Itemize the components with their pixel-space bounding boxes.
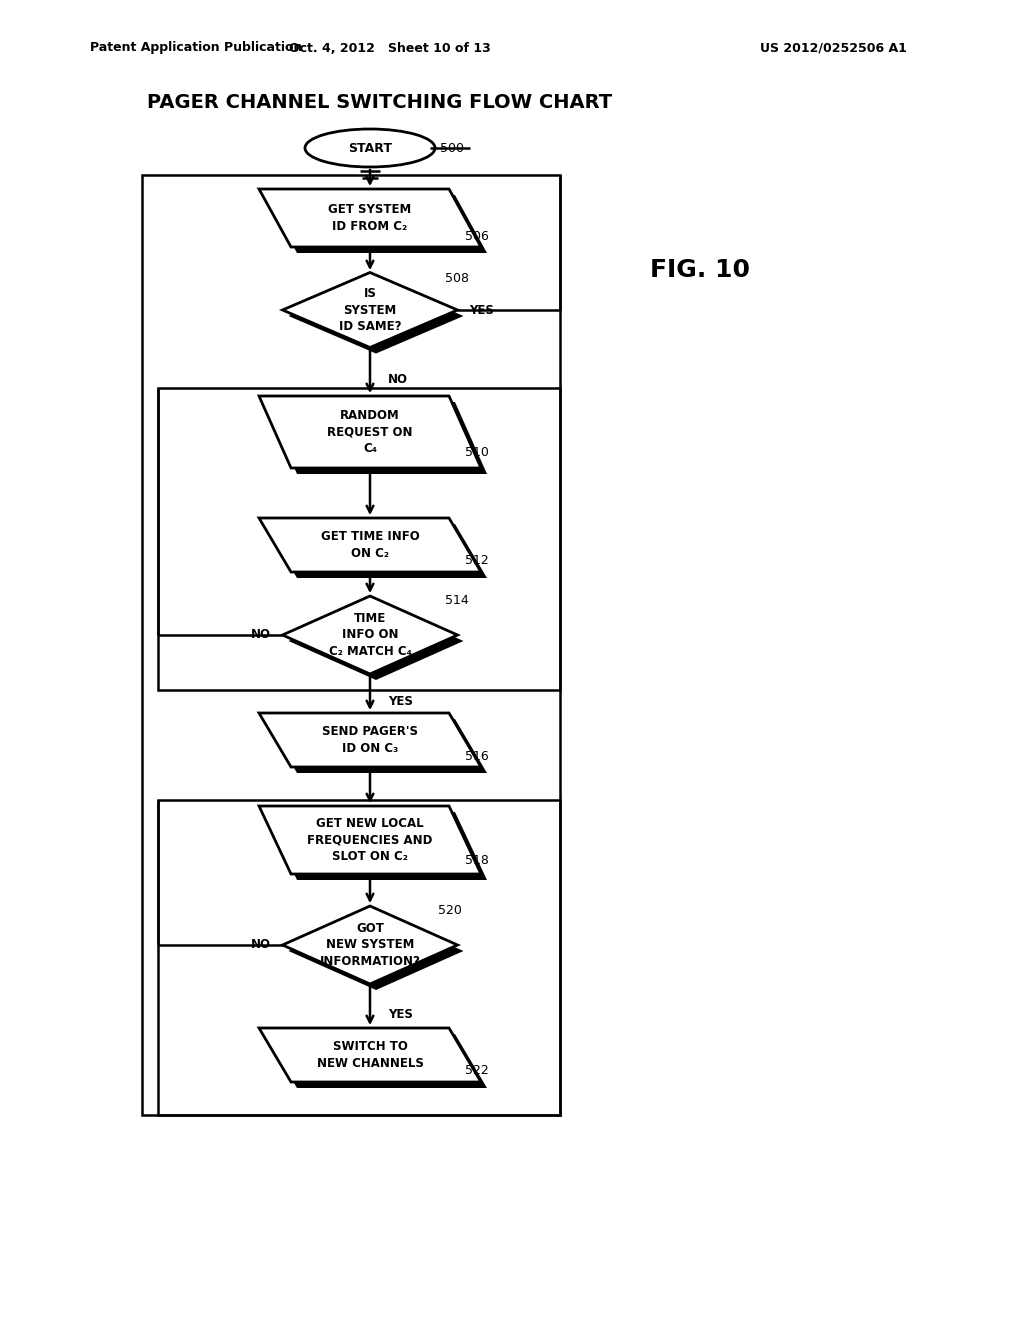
Text: 520: 520 (438, 903, 462, 916)
Polygon shape (259, 517, 481, 572)
Polygon shape (259, 396, 481, 469)
Text: 508: 508 (445, 272, 469, 285)
Text: NO: NO (388, 374, 408, 385)
Text: 510: 510 (465, 446, 488, 458)
Text: NO: NO (251, 628, 271, 642)
Polygon shape (259, 713, 481, 767)
Bar (158, 388, 560, 690)
Text: YES: YES (388, 1007, 413, 1020)
Text: NO: NO (251, 939, 271, 952)
Polygon shape (283, 272, 458, 347)
Polygon shape (265, 812, 487, 880)
Text: SWITCH TO
NEW CHANNELS: SWITCH TO NEW CHANNELS (316, 1040, 424, 1069)
Text: START: START (348, 141, 392, 154)
Polygon shape (265, 719, 487, 774)
Polygon shape (289, 279, 464, 354)
Polygon shape (265, 403, 487, 474)
Text: 522: 522 (465, 1064, 488, 1077)
Text: 500: 500 (440, 141, 464, 154)
Text: 518: 518 (465, 854, 488, 866)
Bar (142, 176, 560, 1115)
Text: GET TIME INFO
ON C₂: GET TIME INFO ON C₂ (321, 531, 420, 560)
Polygon shape (259, 807, 481, 874)
Bar (158, 800, 560, 1115)
Text: GET SYSTEM
ID FROM C₂: GET SYSTEM ID FROM C₂ (329, 203, 412, 232)
Polygon shape (283, 906, 458, 983)
Text: 514: 514 (445, 594, 469, 606)
Text: Patent Application Publication: Patent Application Publication (90, 41, 302, 54)
Polygon shape (265, 1034, 487, 1088)
Text: YES: YES (388, 696, 413, 708)
Text: GET NEW LOCAL
FREQUENCIES AND
SLOT ON C₂: GET NEW LOCAL FREQUENCIES AND SLOT ON C₂ (307, 817, 433, 863)
Polygon shape (259, 189, 481, 247)
Ellipse shape (305, 129, 435, 168)
Polygon shape (265, 195, 487, 253)
Text: YES: YES (469, 304, 494, 317)
Text: 506: 506 (465, 230, 488, 243)
Text: US 2012/0252506 A1: US 2012/0252506 A1 (760, 41, 907, 54)
Polygon shape (259, 1028, 481, 1082)
Text: GOT
NEW SYSTEM
INFORMATION?: GOT NEW SYSTEM INFORMATION? (319, 921, 421, 968)
Polygon shape (283, 597, 458, 675)
Text: RANDOM
REQUEST ON
C₄: RANDOM REQUEST ON C₄ (328, 409, 413, 455)
Polygon shape (265, 524, 487, 578)
Text: FIG. 10: FIG. 10 (650, 257, 750, 282)
Text: 512: 512 (465, 554, 488, 568)
Text: PAGER CHANNEL SWITCHING FLOW CHART: PAGER CHANNEL SWITCHING FLOW CHART (147, 92, 612, 111)
Polygon shape (289, 912, 464, 990)
Text: Oct. 4, 2012   Sheet 10 of 13: Oct. 4, 2012 Sheet 10 of 13 (289, 41, 490, 54)
Polygon shape (289, 602, 464, 680)
Text: SEND PAGER'S
ID ON C₃: SEND PAGER'S ID ON C₃ (322, 725, 418, 755)
Text: 516: 516 (465, 750, 488, 763)
Text: TIME
INFO ON
C₂ MATCH C₄: TIME INFO ON C₂ MATCH C₄ (329, 612, 412, 657)
Text: IS
SYSTEM
ID SAME?: IS SYSTEM ID SAME? (339, 286, 401, 333)
